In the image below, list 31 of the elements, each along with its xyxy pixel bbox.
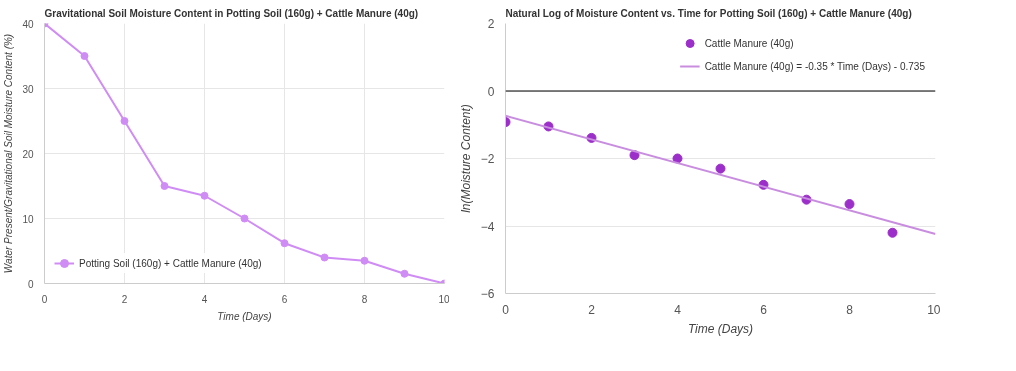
x-tick-label: 4 bbox=[674, 302, 682, 317]
chart-title: Natural Log of Moisture Content vs. Time for Potting Soil (160g) + Cattle Manure (40g) bbox=[505, 7, 912, 19]
x-tick-label: 8 bbox=[846, 302, 854, 317]
y-tick-label: 20 bbox=[22, 148, 34, 160]
x-tick-label: 8 bbox=[361, 293, 368, 305]
x-axis-title: Time (Days) bbox=[687, 321, 754, 336]
y-tick-label: 10 bbox=[22, 213, 34, 225]
legend-label: Potting Soil (160g) + Cattle Manure (40g) bbox=[79, 257, 262, 269]
x-tick-label: 0 bbox=[41, 293, 48, 305]
x-tick-label: 6 bbox=[760, 302, 768, 317]
y-tick-label: 40 bbox=[22, 18, 34, 30]
x-tick-label: 10 bbox=[927, 302, 941, 317]
y-tick-label: 2 bbox=[487, 17, 495, 31]
x-tick-label: 2 bbox=[588, 302, 596, 317]
y-axis-title: ln(Moisture Content) bbox=[458, 104, 473, 213]
legend-label: Cattle Manure (40g) = -0.35 * Time (Days) - 0.735 bbox=[704, 60, 925, 72]
x-tick-label: 6 bbox=[281, 293, 288, 305]
y-tick-label: 0 bbox=[487, 84, 495, 99]
x-axis-title: Time (Days) bbox=[217, 310, 272, 322]
y-tick-label: 0 bbox=[27, 278, 34, 290]
y-tick-label: 30 bbox=[22, 83, 34, 95]
legend-label: Cattle Manure (40g) bbox=[704, 37, 794, 49]
x-tick-label: 4 bbox=[201, 293, 208, 305]
x-tick-label: 2 bbox=[121, 293, 128, 305]
y-tick-label: −6 bbox=[480, 287, 495, 301]
chart-title: Gravitational Soil Moisture Content in Potting Soil (160g) + Cattle Manure (40g) bbox=[44, 7, 419, 19]
x-tick-label: 0 bbox=[502, 302, 510, 317]
y-tick-label: −2 bbox=[480, 152, 495, 166]
y-axis-title: Water Present/Gravitational Soil Moisture Content (%) bbox=[3, 33, 15, 274]
y-tick-label: −4 bbox=[480, 219, 495, 234]
x-tick-label: 10 bbox=[438, 293, 450, 305]
